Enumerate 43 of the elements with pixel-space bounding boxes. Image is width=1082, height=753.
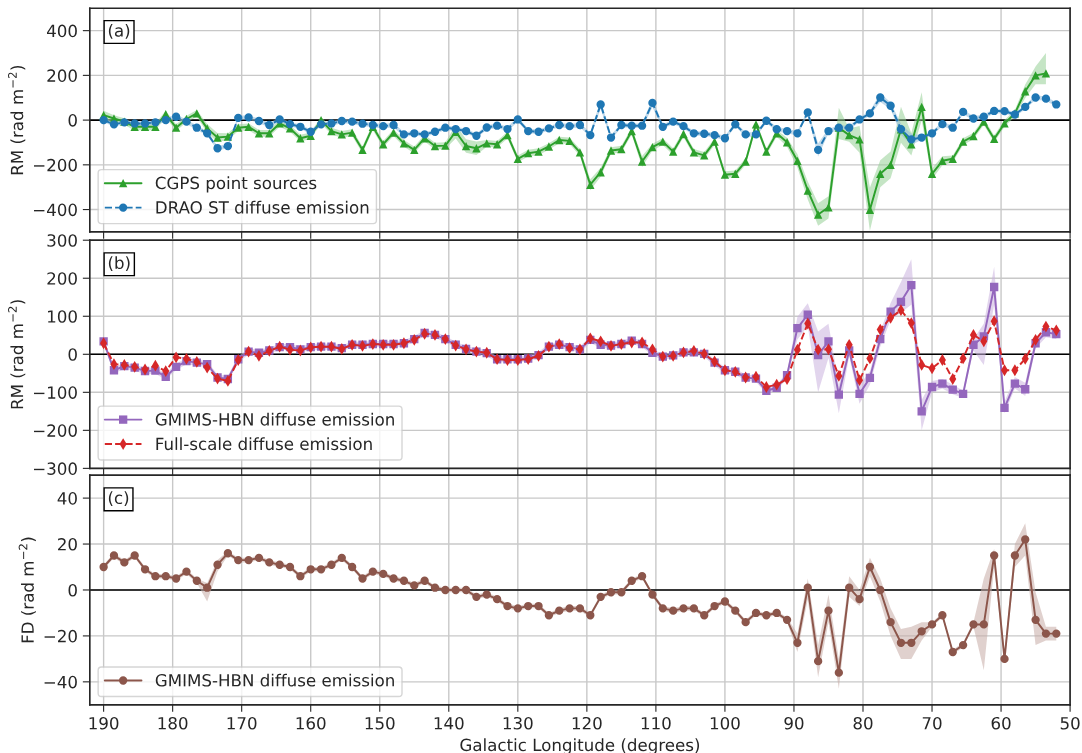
y-tick-label: 100 bbox=[48, 310, 77, 323]
x-tick-label: 130 bbox=[503, 716, 533, 730]
annotation: (b) bbox=[108, 256, 130, 272]
x-tick-label: 120 bbox=[572, 716, 602, 730]
y-tick-label: −200 bbox=[33, 158, 77, 172]
y-tick-label: −300 bbox=[33, 462, 77, 475]
x-tick-label: 70 bbox=[922, 716, 942, 730]
y-tick-label: −100 bbox=[33, 386, 77, 399]
x-tick-label: 110 bbox=[641, 716, 671, 730]
y-tick-label: −400 bbox=[33, 203, 77, 217]
x-tick-label: 80 bbox=[853, 716, 873, 730]
x-tick-label: 180 bbox=[158, 716, 188, 730]
x-tick-label: 90 bbox=[784, 716, 804, 730]
legend-label: DRAO ST diffuse emission bbox=[156, 200, 369, 214]
x-tick-label: 160 bbox=[296, 716, 326, 730]
legend-label: CGPS point sources bbox=[155, 176, 317, 193]
y-axis-title: FD (rad m$^{−2}$) bbox=[18, 537, 36, 643]
legend-label: GMIMS-HBN diffuse emission bbox=[155, 412, 394, 426]
y-axis-title: RM (rad m$^{−2}$) bbox=[8, 65, 26, 175]
x-tick-label: 140 bbox=[434, 716, 464, 730]
y-tick-label: 40 bbox=[57, 492, 77, 505]
x-tick-label: 190 bbox=[89, 716, 119, 730]
legend-label: Full-scale diffuse emission bbox=[156, 437, 372, 451]
y-axis-title: RM (rad m$^{−2}$) bbox=[8, 300, 26, 409]
legend-label: GMIMS-HBN diffuse emission bbox=[155, 673, 394, 687]
x-tick-label: 170 bbox=[227, 716, 257, 730]
x-tick-label: 50 bbox=[1060, 716, 1080, 730]
y-tick-label: 300 bbox=[47, 234, 77, 247]
x-tick-label: 100 bbox=[710, 716, 740, 730]
annotation: (c) bbox=[108, 491, 129, 507]
y-tick-label: −20 bbox=[44, 629, 77, 643]
y-tick-label: 200 bbox=[47, 272, 77, 285]
y-tick-label: 400 bbox=[47, 24, 77, 38]
y-tick-label: −200 bbox=[33, 424, 77, 437]
y-tick-label: 0 bbox=[68, 348, 77, 361]
x-tick-label: 60 bbox=[991, 716, 1011, 730]
y-tick-label: 0 bbox=[68, 583, 77, 597]
y-tick-label: −40 bbox=[44, 675, 77, 689]
x-tick-label: 150 bbox=[365, 716, 395, 730]
y-tick-label: 0 bbox=[68, 114, 77, 127]
y-tick-label: 200 bbox=[47, 69, 77, 82]
y-tick-label: 20 bbox=[58, 538, 77, 551]
annotation: (a) bbox=[108, 23, 130, 39]
